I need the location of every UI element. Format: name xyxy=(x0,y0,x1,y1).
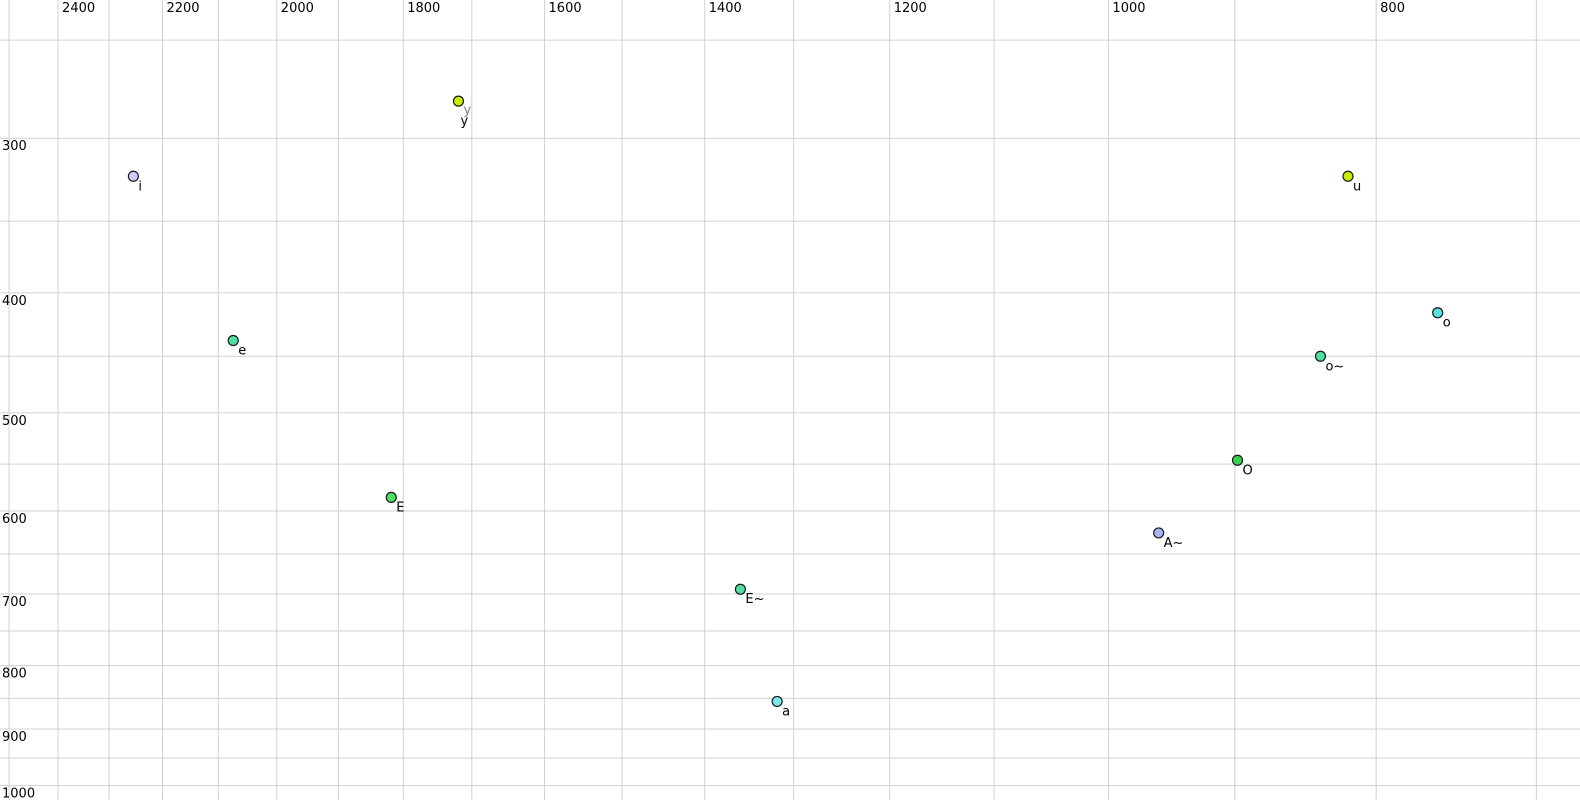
x-tick-label-1400: 1400 xyxy=(709,1,742,16)
y-tick-label-500: 500 xyxy=(2,414,27,429)
data-point-label-o: o xyxy=(1443,316,1451,331)
y-tick-label-800: 800 xyxy=(2,667,27,682)
y-tick-label-400: 400 xyxy=(2,294,27,309)
data-point-o~ xyxy=(1314,350,1327,362)
data-point-label-i: i xyxy=(138,179,142,194)
x-tick-label-1800: 1800 xyxy=(407,1,440,16)
data-point-u xyxy=(1342,170,1354,182)
y-tick-label-600: 600 xyxy=(2,512,27,527)
x-tick-label-2400: 2400 xyxy=(62,1,95,16)
data-point-label-E~: E~ xyxy=(745,592,764,607)
data-point-o xyxy=(1432,307,1444,319)
data-point-A~ xyxy=(1153,527,1165,539)
data-point-label-y: y xyxy=(460,114,468,129)
x-tick-label-1600: 1600 xyxy=(549,1,582,16)
y-tick-label-900: 900 xyxy=(2,730,27,745)
data-point-E xyxy=(385,491,397,503)
data-point-e xyxy=(227,334,239,347)
data-point-i xyxy=(127,170,139,182)
x-tick-label-2000: 2000 xyxy=(281,1,314,16)
data-point-O xyxy=(1231,454,1244,466)
data-point-label-e: e xyxy=(238,344,246,359)
x-tick-label-1000: 1000 xyxy=(1112,1,1145,16)
x-tick-label-2200: 2200 xyxy=(166,1,199,16)
data-point-ghost-label-y: y xyxy=(463,103,471,118)
data-point-label-A~: A~ xyxy=(1164,536,1184,551)
y-tick-label-300: 300 xyxy=(2,139,27,154)
data-point-label-E: E xyxy=(396,500,404,515)
data-point-y xyxy=(452,95,465,107)
data-point-label-a: a xyxy=(782,704,790,719)
data-point-label-o~: o~ xyxy=(1325,359,1344,374)
data-point-label-u: u xyxy=(1353,179,1361,194)
x-tick-label-1200: 1200 xyxy=(894,1,927,16)
y-tick-label-700: 700 xyxy=(2,595,27,610)
data-point-label-O: O xyxy=(1243,463,1253,478)
y-tick-label-1000: 1000 xyxy=(2,787,35,800)
data-point-E~ xyxy=(734,583,747,595)
data-point-a xyxy=(771,695,783,708)
x-tick-label-800: 800 xyxy=(1380,1,1405,16)
